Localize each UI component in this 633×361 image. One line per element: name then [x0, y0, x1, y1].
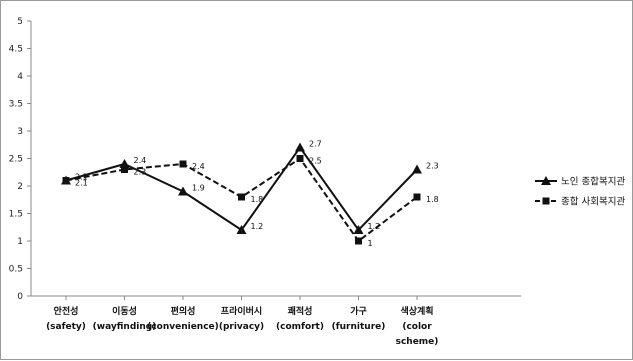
data-label-series-1: 2.3: [426, 162, 439, 171]
x-category-label-line: scheme): [396, 337, 439, 347]
x-category-label: 이동성 (wayfinding): [93, 305, 157, 332]
point-marker-triangle: [295, 142, 305, 152]
y-tick-label: 2.5: [9, 155, 23, 165]
x-category-label-line: (convenience): [147, 322, 219, 332]
y-tick-label: 3.5: [9, 100, 23, 110]
data-label-series-2: 1.8: [426, 195, 439, 204]
x-category-label-line: 프라이버시: [221, 305, 262, 317]
y-tick-label: 0: [17, 292, 23, 302]
y-tick-label: 5: [17, 17, 23, 27]
legend-label-1: 노인 종합복지관: [561, 177, 625, 188]
point-marker-square: [179, 160, 187, 168]
y-axis-ticks: 0 0.5 1 1.5 2 2.5 3 3.5 4 4.5 5: [9, 17, 31, 302]
data-label-series-2: 1: [368, 239, 373, 248]
x-category-label: 가구 (furniture): [332, 305, 386, 332]
y-tick-label: 2: [17, 182, 23, 192]
data-label-series-1: 1.9: [192, 184, 205, 193]
series-line-1: [65, 145, 418, 232]
point-marker-triangle: [541, 176, 551, 185]
legend-label-2: 종합 사회복지관: [561, 197, 625, 208]
x-category-label-line: (comfort): [276, 322, 324, 332]
x-category-label-line: 쾌적성: [288, 305, 313, 317]
x-category-label: 색상계획 (color scheme): [396, 305, 439, 347]
point-marker-square: [62, 177, 70, 184]
point-marker-square: [121, 166, 128, 173]
x-category-label-line: 색상계획: [400, 305, 433, 317]
x-category-label-line: (furniture): [332, 322, 386, 332]
point-marker-square: [542, 197, 550, 205]
data-label-series-2: 2.4: [192, 162, 205, 171]
x-category-label-line: 안전성: [54, 305, 79, 317]
y-tick-label: 3: [17, 127, 23, 137]
y-tick-label: 4.5: [9, 45, 23, 55]
point-marker-triangle: [178, 186, 188, 196]
data-label-series-1: 2.7: [309, 140, 322, 149]
x-axis-categories: 안전성 (safety) 이동성 (wayfinding) 편의성 (convenienc…: [46, 296, 438, 347]
point-marker-triangle: [119, 159, 130, 168]
y-tick-label: 0.5: [9, 265, 23, 275]
y-tick-label: 1: [17, 237, 23, 247]
data-label-series-1: 1.2: [368, 222, 381, 231]
series-markers: [61, 142, 422, 245]
x-category-label-line: 가구: [350, 305, 367, 317]
point-marker-square: [238, 193, 245, 201]
x-category-label-line: (safety): [46, 322, 86, 332]
data-label-series-2: 1.8: [251, 195, 264, 204]
x-category-label-line: 편의성: [171, 305, 196, 317]
data-label-series-2: 2.5: [309, 157, 322, 166]
data-label-series-2: 2.1: [75, 179, 88, 188]
y-tick-label: 1.5: [9, 210, 23, 220]
point-marker-triangle: [236, 225, 247, 234]
x-category-label: 안전성 (safety): [46, 305, 86, 332]
x-category-label-line: (privacy): [219, 322, 264, 332]
point-marker-triangle: [412, 164, 422, 174]
x-category-label-line: (color: [402, 322, 432, 332]
x-category-label-line: 이동성: [112, 305, 137, 317]
axes: [30, 21, 521, 297]
point-marker-triangle: [353, 225, 364, 234]
data-label-series-1: 1.2: [251, 222, 264, 231]
x-category-label-line: (wayfinding): [93, 322, 157, 332]
point-marker-square: [296, 155, 304, 162]
data-label-series-1: 2.4: [134, 156, 147, 165]
x-category-label: 편의성 (convenience): [147, 305, 219, 332]
point-marker-square: [413, 193, 421, 201]
point-marker-square: [355, 237, 362, 245]
x-category-label: 프라이버시 (privacy): [219, 305, 264, 332]
data-label-series-2: 2.3: [134, 168, 147, 177]
data-labels: 2.1 2.4 1.9 1.2 2.7 1.2 2.3 2.1 2.3 2.4 1.8 2.5 1 1.8: [75, 140, 439, 249]
data-label-series-1: 2.1: [75, 173, 88, 182]
x-category-label: 쾌적성 (comfort): [276, 305, 324, 332]
y-tick-label: 4: [17, 72, 23, 82]
